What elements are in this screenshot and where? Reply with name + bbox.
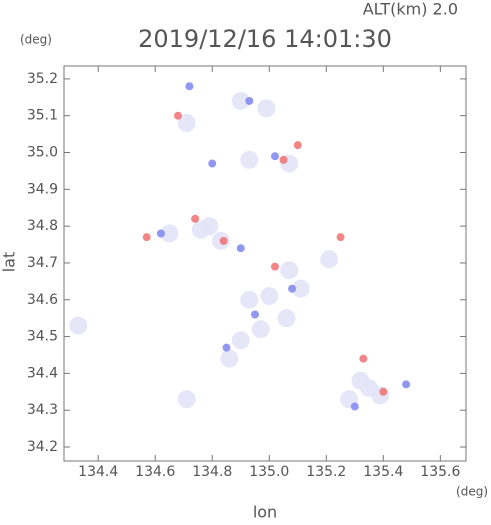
echo-patch	[185, 82, 194, 91]
echo-patch	[280, 261, 299, 280]
plot-frame	[63, 65, 467, 462]
echo-patch	[359, 354, 368, 363]
y-tick-label: 34.3	[27, 402, 58, 418]
echo-patch	[320, 250, 339, 269]
x-unit: (deg)	[456, 485, 488, 499]
y-tick-label: 34.5	[27, 329, 58, 345]
x-tick-label: 134.8	[192, 464, 232, 480]
echo-patch	[257, 99, 276, 118]
echo-patch	[240, 150, 259, 169]
subtitle: ALT(km) 2.0	[363, 0, 458, 19]
echo-patch	[160, 224, 179, 243]
y-tick-label: 34.7	[27, 255, 58, 271]
echo-patch	[379, 387, 388, 396]
y-unit: (deg)	[20, 33, 52, 47]
x-tick-label: 135.6	[420, 464, 460, 480]
echo-patch	[360, 379, 379, 398]
y-tick-label: 35.1	[27, 108, 58, 124]
y-tick-label: 34.9	[27, 181, 58, 197]
x-tick-label: 135.0	[249, 464, 289, 480]
x-label: lon	[253, 503, 277, 522]
y-tick-label: 35.2	[27, 71, 58, 87]
echo-patch	[222, 343, 231, 352]
echo-patch	[279, 155, 288, 164]
y-tick-label: 34.4	[27, 365, 58, 381]
echo-patch	[177, 114, 196, 133]
echo-patch	[174, 111, 183, 120]
echo-patch	[251, 320, 270, 339]
echo-patch	[336, 233, 345, 242]
chart-title: 2019/12/16 14:01:30	[138, 25, 392, 53]
x-tick-label: 135.2	[306, 464, 346, 480]
echo-patch	[270, 262, 279, 271]
echo-patch	[277, 309, 296, 328]
echo-patch	[177, 390, 196, 409]
echo-patch	[270, 152, 279, 161]
y-label: lat	[0, 252, 19, 273]
echo-patch	[200, 217, 219, 236]
echo-patch	[402, 380, 411, 389]
echo-patch	[219, 236, 228, 245]
echo-patch	[288, 284, 297, 293]
echo-patch	[231, 91, 250, 110]
echo-patch	[251, 310, 260, 319]
echo-patch	[156, 229, 165, 238]
x-tick-label: 135.4	[363, 464, 403, 480]
x-tick-label: 134.6	[135, 464, 175, 480]
echo-patch	[220, 349, 239, 368]
y-tick-label: 34.8	[27, 218, 58, 234]
echo-patch	[245, 96, 254, 105]
echo-patch	[293, 141, 302, 150]
y-tick-label: 34.2	[27, 439, 58, 455]
echo-patch	[240, 290, 259, 309]
echo-patch	[350, 402, 359, 411]
echo-patch	[236, 244, 245, 253]
echo-patch	[208, 159, 217, 168]
echo-patch	[191, 214, 200, 223]
echo-patch	[69, 316, 88, 335]
echo-patch	[260, 287, 279, 306]
y-tick-label: 34.6	[27, 292, 58, 308]
echo-patch	[231, 331, 250, 350]
x-tick-label: 134.4	[78, 464, 118, 480]
y-tick-label: 35.0	[27, 145, 58, 161]
echo-patch	[291, 279, 310, 298]
echo-patch	[142, 233, 151, 242]
